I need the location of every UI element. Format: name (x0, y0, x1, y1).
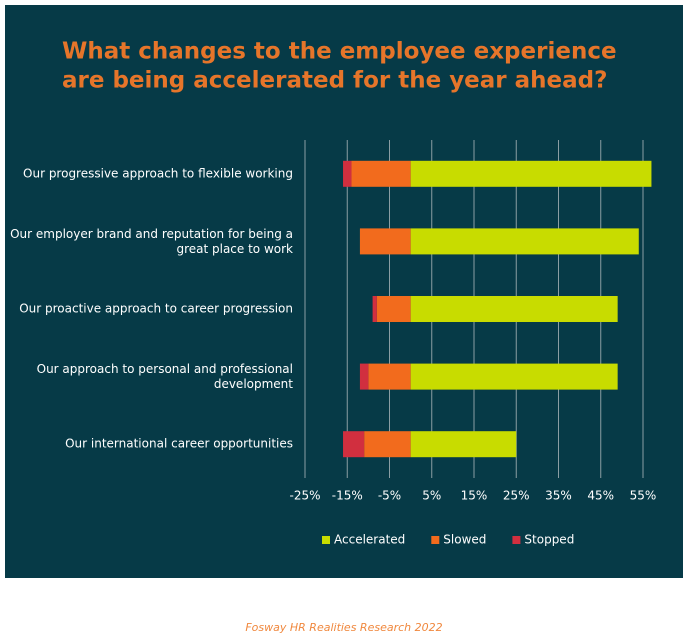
bar (351, 160, 411, 187)
x-tick-label: -5% (378, 489, 401, 503)
chart-title: What changes to the employee experience a… (62, 38, 617, 93)
bar (410, 160, 652, 187)
legend-swatch (512, 536, 521, 544)
x-tick-label: 5% (422, 489, 441, 503)
bar (343, 431, 365, 458)
bar (376, 296, 411, 322)
bar (368, 363, 411, 390)
bar (359, 363, 369, 390)
x-tick-label: -15% (332, 489, 363, 503)
y-tick-label: Our progressive approach to flexible wor… (23, 166, 293, 180)
legend-label: Slowed (443, 533, 486, 547)
x-tick-label: 25% (503, 489, 530, 503)
bar (343, 160, 352, 187)
x-tick-label: -25% (289, 489, 320, 503)
x-tick-label: 35% (545, 489, 572, 503)
bar (410, 228, 639, 255)
bar (410, 431, 517, 458)
panel (5, 5, 683, 578)
bar (372, 296, 377, 322)
y-tick-label: Our proactive approach to career progres… (19, 302, 293, 316)
legend-swatch (431, 536, 440, 544)
legend-label: Stopped (524, 533, 574, 547)
y-tick-label: Our employer brand and reputation for be… (10, 226, 293, 255)
legend-swatch (322, 536, 330, 544)
bar (410, 296, 618, 322)
legend-label: Accelerated (334, 533, 405, 547)
bar (364, 431, 411, 458)
y-tick-label: Our international career opportunities (65, 437, 293, 451)
x-tick-label: 15% (461, 489, 488, 503)
bar (410, 363, 618, 390)
source: Fosway HR Realities Research 2022 (245, 621, 442, 634)
bar (359, 228, 411, 255)
x-tick-label: 55% (630, 489, 657, 503)
x-tick-label: 45% (587, 489, 614, 503)
y-tick-label: Our approach to personal and professiona… (37, 362, 294, 391)
